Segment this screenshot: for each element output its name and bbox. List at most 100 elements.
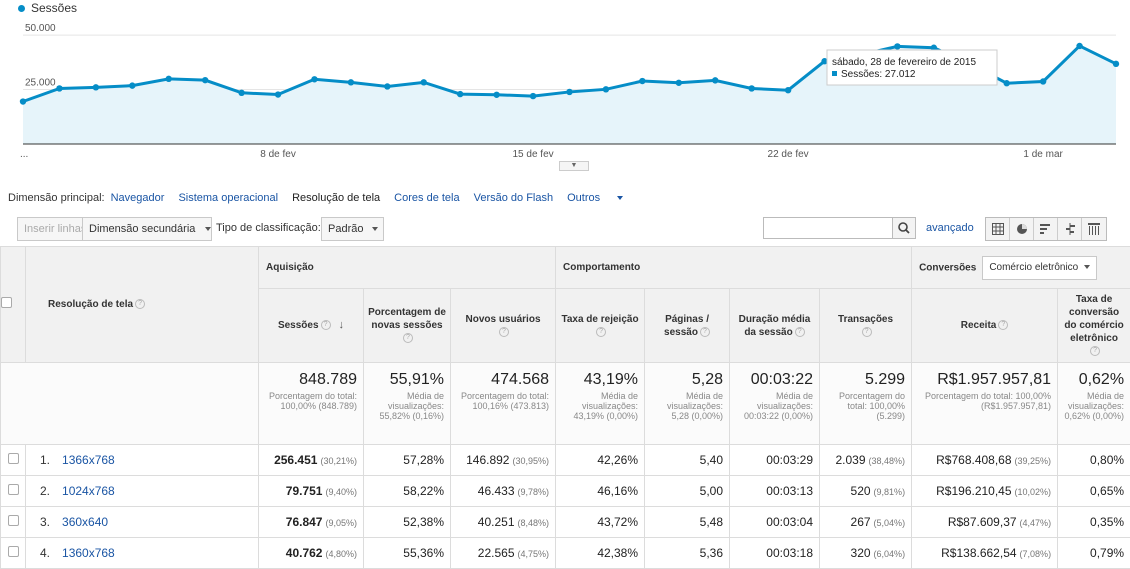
col-novos-usuarios[interactable]: Novos usuários? [449, 288, 557, 363]
chart-legend: Sessões [18, 1, 77, 15]
chart-tooltip: sábado, 28 de fevereiro de 2015Sessões: … [826, 49, 998, 86]
col-paginas-sessao[interactable]: Páginas / sessão? [644, 288, 731, 363]
sort-type-label: Tipo de classificação: [216, 222, 321, 234]
row-sessions-cell: 76.847 (9,05%) [258, 506, 364, 538]
col-duracao-media[interactable]: Duração média da sessão? [729, 288, 821, 363]
total-value: 474.568 [491, 371, 550, 388]
help-icon[interactable]: ? [699, 326, 710, 337]
help-icon[interactable]: ? [320, 320, 331, 331]
row-number: 4. [40, 546, 51, 560]
dim-versao-do-flash[interactable]: Versão do Flash [473, 192, 554, 204]
data-point [639, 77, 646, 85]
help-icon[interactable]: ? [1090, 346, 1101, 357]
help-icon[interactable]: ? [499, 326, 509, 337]
row-dimension-link[interactable]: 360x640 [62, 515, 109, 529]
row-new-users: 22.565 [477, 546, 515, 560]
row-dimension-link[interactable]: 1360x768 [62, 546, 115, 560]
total-cell: 0,62% Média de visualizações: 0,62% (0,00… [1057, 362, 1130, 445]
row-checkbox[interactable] [8, 515, 19, 526]
search-button[interactable] [892, 217, 916, 239]
row-duration: 00:03:04 [729, 506, 821, 538]
dim-outros[interactable]: Outros [567, 192, 637, 204]
dim-navegador[interactable]: Navegador [110, 192, 165, 204]
col-receita-label: Receita [960, 320, 997, 331]
row-bounce: 42,38% [555, 537, 646, 569]
help-icon[interactable]: ? [998, 320, 1009, 331]
row-conv: 0,80% [1057, 444, 1130, 476]
x-tick-label: 8 de fev [260, 149, 296, 160]
performance-view-icon[interactable] [1034, 218, 1058, 240]
total-cell: 848.789 Porcentagem do total: 100,00% (84… [258, 362, 364, 445]
data-point [712, 77, 719, 84]
row-checkbox[interactable] [8, 546, 19, 557]
row-trans: 267 [850, 515, 871, 529]
help-icon[interactable]: ? [861, 326, 872, 337]
row-sessions-cell: 40.762 (4,80%) [258, 537, 364, 569]
row-sessions-pct: (9,40%) [325, 487, 357, 497]
row-trans-pct: (5,04%) [873, 518, 906, 528]
row-sessions: 256.451 [274, 453, 318, 467]
sort-desc-icon: ↓ [338, 319, 345, 331]
row-duration: 00:03:29 [729, 444, 821, 476]
insert-rows-button[interactable]: Inserir linhas [17, 217, 94, 241]
col-porcentagem-novas-sessoes[interactable]: Porcentagem de novas sessões? [363, 288, 451, 363]
row-checkbox[interactable] [8, 453, 19, 464]
chevron-down-icon [205, 227, 212, 232]
row-dimension-link[interactable]: 1366x768 [62, 453, 115, 467]
pie-view-icon[interactable] [1010, 218, 1034, 240]
secondary-dimension-select[interactable]: Dimensão secundária [82, 217, 212, 241]
data-point [821, 58, 828, 65]
total-value: 55,91% [389, 371, 444, 388]
data-point [566, 88, 573, 96]
conversions-select[interactable]: Comércio eletrônico [982, 255, 1098, 280]
dim-sistema-operacional[interactable]: Sistema operacional [178, 192, 279, 204]
col-transacoes[interactable]: Transações? [819, 288, 913, 363]
total-cell: 474.568 Porcentagem do total: 100,16% (47… [449, 362, 557, 445]
col-taxa-rejeicao-label: Taxa de rejeição [561, 313, 639, 325]
row-new-users-pct: (8,48%) [517, 518, 550, 528]
search-input[interactable] [763, 217, 893, 239]
total-note: Média de visualizações: 55,82% (0,16%) [379, 391, 444, 421]
dim-cores-de-tela[interactable]: Cores de tela [394, 192, 460, 204]
row-trans: 320 [850, 546, 871, 560]
data-point [675, 79, 682, 86]
col-taxa-conversao[interactable]: Taxa de conversão do comércio eletrônico… [1057, 288, 1130, 363]
row-revenue-pct: (4,47%) [1019, 518, 1052, 528]
help-icon[interactable]: ? [403, 333, 413, 344]
pivot-view-icon[interactable] [1082, 218, 1106, 240]
dimension-header[interactable]: Resolução de tela? [25, 246, 259, 363]
help-icon[interactable]: ? [135, 299, 146, 310]
row-new-users-cell: 22.565 (4,75%) [449, 537, 557, 569]
col-taxa-rejeicao[interactable]: Taxa de rejeição? [555, 288, 646, 363]
col-transacoes-label: Transações [838, 313, 894, 325]
row-trans-cell: 520 (9,81%) [819, 475, 913, 507]
row-dimension-link[interactable]: 1024x768 [62, 484, 115, 498]
table-toolbar: Inserir linhas Dimensão secundária Tipo … [0, 214, 1130, 244]
col-receita[interactable]: Receita? [911, 288, 1059, 363]
col-sessoes[interactable]: Sessões? ↓ [258, 288, 364, 363]
collapse-chart-button[interactable]: ▼ [559, 161, 589, 171]
row-pages: 5,40 [644, 444, 731, 476]
table-row: 3. 360x640 76.847 (9,05%) 52,38% 40.251 (8,48%… [0, 506, 1130, 538]
view-switcher [985, 217, 1107, 241]
data-point [1039, 78, 1047, 85]
help-icon[interactable]: ? [596, 326, 607, 337]
total-cell: R$1.957.957,81 Porcentagem do total: 100,… [911, 362, 1059, 445]
row-sessions-pct: (30,21%) [320, 456, 357, 466]
row-revenue: R$768.408,68 [936, 453, 1012, 467]
row-bounce: 46,16% [555, 475, 646, 507]
comparison-view-icon[interactable] [1058, 218, 1082, 240]
advanced-link[interactable]: avançado [926, 222, 974, 234]
row-new-users-cell: 46.433 (9,78%) [449, 475, 557, 507]
row-revenue-cell: R$196.210,45 (10,02%) [911, 475, 1059, 507]
row-pages: 5,00 [644, 475, 731, 507]
sort-type-select[interactable]: Padrão [321, 217, 384, 241]
row-checkbox[interactable] [8, 484, 19, 495]
row-new-users-pct: (9,78%) [517, 487, 550, 497]
total-note: Porcentagem do total: 100,00% (R$1.957.9… [924, 391, 1052, 411]
total-note: Média de visualizações: 5,28 (0,00%) [666, 391, 724, 421]
total-cell: 43,19% Média de visualizações: 43,19% (0,… [555, 362, 646, 445]
select-all-checkbox[interactable] [1, 297, 12, 308]
help-icon[interactable]: ? [794, 326, 805, 337]
table-view-icon[interactable] [986, 218, 1010, 240]
